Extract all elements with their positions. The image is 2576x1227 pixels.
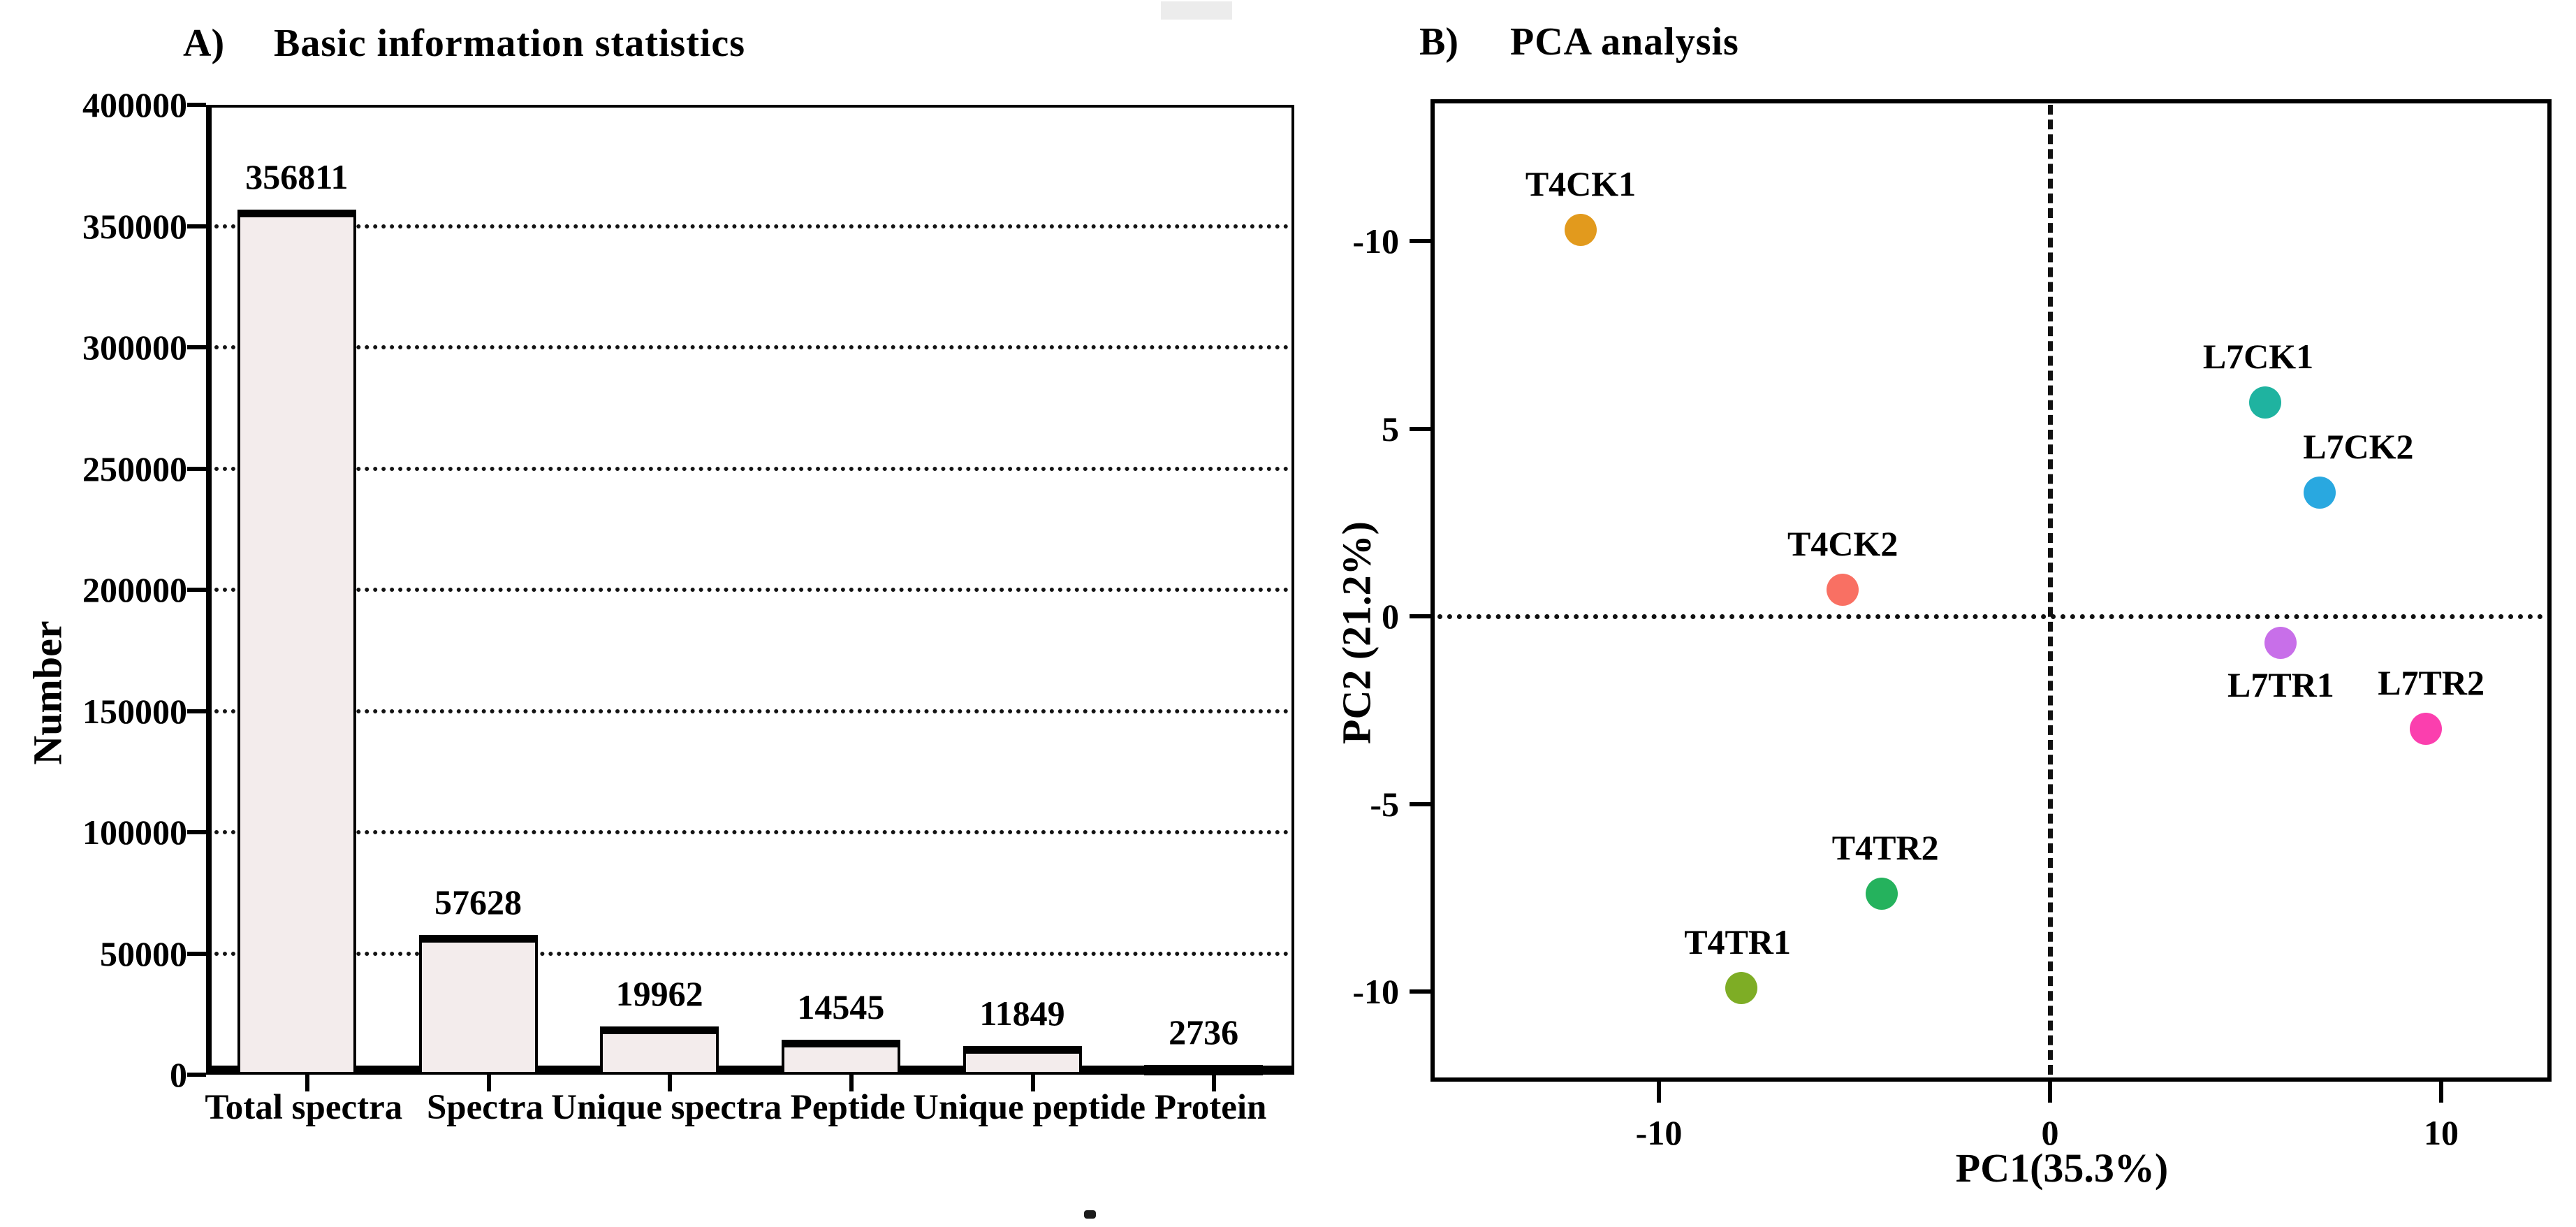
scan-artifact: [1161, 1, 1232, 20]
bar-chart-gridline: [214, 224, 1289, 228]
bar-chart-x-tick: [668, 1075, 673, 1091]
pca-y-axis-title: PC2 (21.2%): [1333, 521, 1380, 744]
bar-chart-y-tick-label: 50000: [100, 934, 187, 973]
pca-x-tick: [1657, 1082, 1661, 1103]
pca-y-tick-label: -10: [1352, 222, 1399, 261]
pca-point-t4ck1: [1565, 213, 1597, 246]
bar-category-label: Unique spectra: [551, 1088, 782, 1127]
pca-x-axis-title: PC1(35.3%): [1955, 1145, 2169, 1191]
pca-y-tick: [1410, 801, 1430, 806]
bar-value-label: 2736: [1169, 1012, 1239, 1052]
bar-category-label: Spectra: [426, 1088, 544, 1127]
bar-chart-gridline: [214, 345, 1289, 349]
bar-chart-y-tick-label: 250000: [82, 449, 187, 488]
bar-chart-x-tick: [305, 1075, 309, 1091]
pca-point-t4ck2: [1827, 574, 1859, 607]
bar-chart-gridline: [214, 588, 1289, 592]
bar-chart-x-tick: [1212, 1075, 1217, 1091]
bar-category-label: Total spectra: [205, 1088, 403, 1127]
panel-b-title: PCA analysis: [1510, 20, 1739, 64]
bar-category-label: Unique peptide: [913, 1088, 1146, 1127]
panel-a-label: A): [183, 22, 225, 65]
bar-value-label: 57628: [434, 883, 522, 922]
bar-chart-y-tick-label: 0: [170, 1055, 187, 1094]
bar-chart-y-tick-label: 300000: [82, 328, 187, 367]
bar-total-spectra: [237, 209, 356, 1075]
bar-chart-y-tick-label: 350000: [82, 206, 187, 246]
bar-chart-gridline: [214, 830, 1289, 834]
pca-point-l7ck2: [2304, 476, 2336, 509]
bar-chart-y-tick: [187, 103, 206, 107]
bar-category-label: Peptide: [790, 1088, 905, 1127]
bar-chart-y-tick: [187, 224, 206, 228]
bar-chart-y-tick: [187, 951, 206, 956]
pca-x-tick-label: 10: [2424, 1113, 2459, 1152]
pca-zero-line-vertical: [2048, 105, 2053, 1075]
pca-point-l7tr2: [2409, 713, 2442, 746]
bar-chart-y-tick: [187, 345, 206, 349]
pca-y-tick: [1410, 239, 1430, 243]
pca-y-tick-label: -5: [1370, 784, 1399, 824]
bar-chart-gridline: [214, 951, 1289, 956]
bar-unique-peptide: [963, 1045, 1082, 1075]
bar-chart-y-tick: [187, 588, 206, 592]
pca-point-t4tr1: [1725, 971, 1757, 1004]
bar-chart-y-axis-title: Number: [24, 620, 71, 765]
pca-x-tick: [2048, 1082, 2052, 1103]
pca-x-tick: [2439, 1082, 2443, 1103]
pca-y-tick-label: -10: [1352, 972, 1399, 1011]
pca-x-tick-label: 0: [2041, 1113, 2059, 1152]
pca-point-l7ck1: [2249, 386, 2281, 419]
pca-y-tick: [1410, 989, 1430, 994]
bar-chart-y-tick: [187, 466, 206, 471]
bar-chart-y-tick-label: 400000: [82, 85, 187, 124]
panel-b-label: B): [1419, 20, 1458, 64]
pca-x-tick-label: -10: [1635, 1113, 1683, 1152]
pca-point-label-l7ck1: L7CK1: [2202, 336, 2314, 376]
bar-value-label: 356811: [245, 157, 349, 196]
bar-value-label: 11849: [979, 993, 1065, 1033]
pca-y-tick: [1410, 614, 1430, 618]
bar-chart-y-tick: [187, 830, 206, 834]
pca-y-tick: [1410, 426, 1430, 431]
pca-y-tick-label: 0: [1382, 597, 1399, 636]
pca-point-label-t4ck2: T4CK2: [1787, 524, 1898, 564]
panel-a-title: Basic information statistics: [274, 22, 746, 65]
bar-chart-y-tick-label: 150000: [82, 691, 187, 731]
bar-chart-y-tick-label: 100000: [82, 813, 187, 852]
pca-zero-line-horizontal: [1437, 614, 2543, 619]
bar-chart-y-tick-label: 200000: [82, 570, 187, 609]
bar-chart-x-tick: [486, 1075, 491, 1091]
pca-point-label-l7ck2: L7CK2: [2303, 426, 2414, 466]
pca-point-label-t4ck1: T4CK1: [1525, 164, 1637, 203]
bar-value-label: 19962: [615, 973, 703, 1013]
bar-chart-y-tick: [187, 1073, 206, 1077]
bar-chart-gridline: [214, 466, 1289, 471]
pca-point-label-l7tr2: L7TR2: [2378, 663, 2484, 703]
bar-value-label: 14545: [797, 987, 885, 1026]
bar-category-label: Protein: [1154, 1088, 1267, 1127]
bar-chart-y-tick: [187, 709, 206, 713]
bar-chart-x-tick: [1030, 1075, 1035, 1091]
bar-chart-x-tick: [849, 1075, 854, 1091]
pca-plot-area: [1430, 99, 2552, 1082]
bar-peptide: [781, 1039, 900, 1075]
pca-point-label-t4tr1: T4TR1: [1684, 922, 1791, 961]
bar-protein: [1144, 1065, 1264, 1075]
bar-spectra: [418, 935, 538, 1075]
pca-y-tick-label: 5: [1382, 409, 1399, 449]
pca-point-label-l7tr1: L7TR1: [2227, 665, 2334, 704]
stray-period-mark: [1084, 1210, 1096, 1219]
pca-point-l7tr1: [2264, 626, 2297, 659]
bar-chart-gridline: [214, 709, 1289, 713]
pca-point-t4tr2: [1866, 878, 1898, 910]
bar-unique-spectra: [600, 1026, 719, 1075]
pca-point-label-t4tr2: T4TR2: [1831, 828, 1939, 868]
